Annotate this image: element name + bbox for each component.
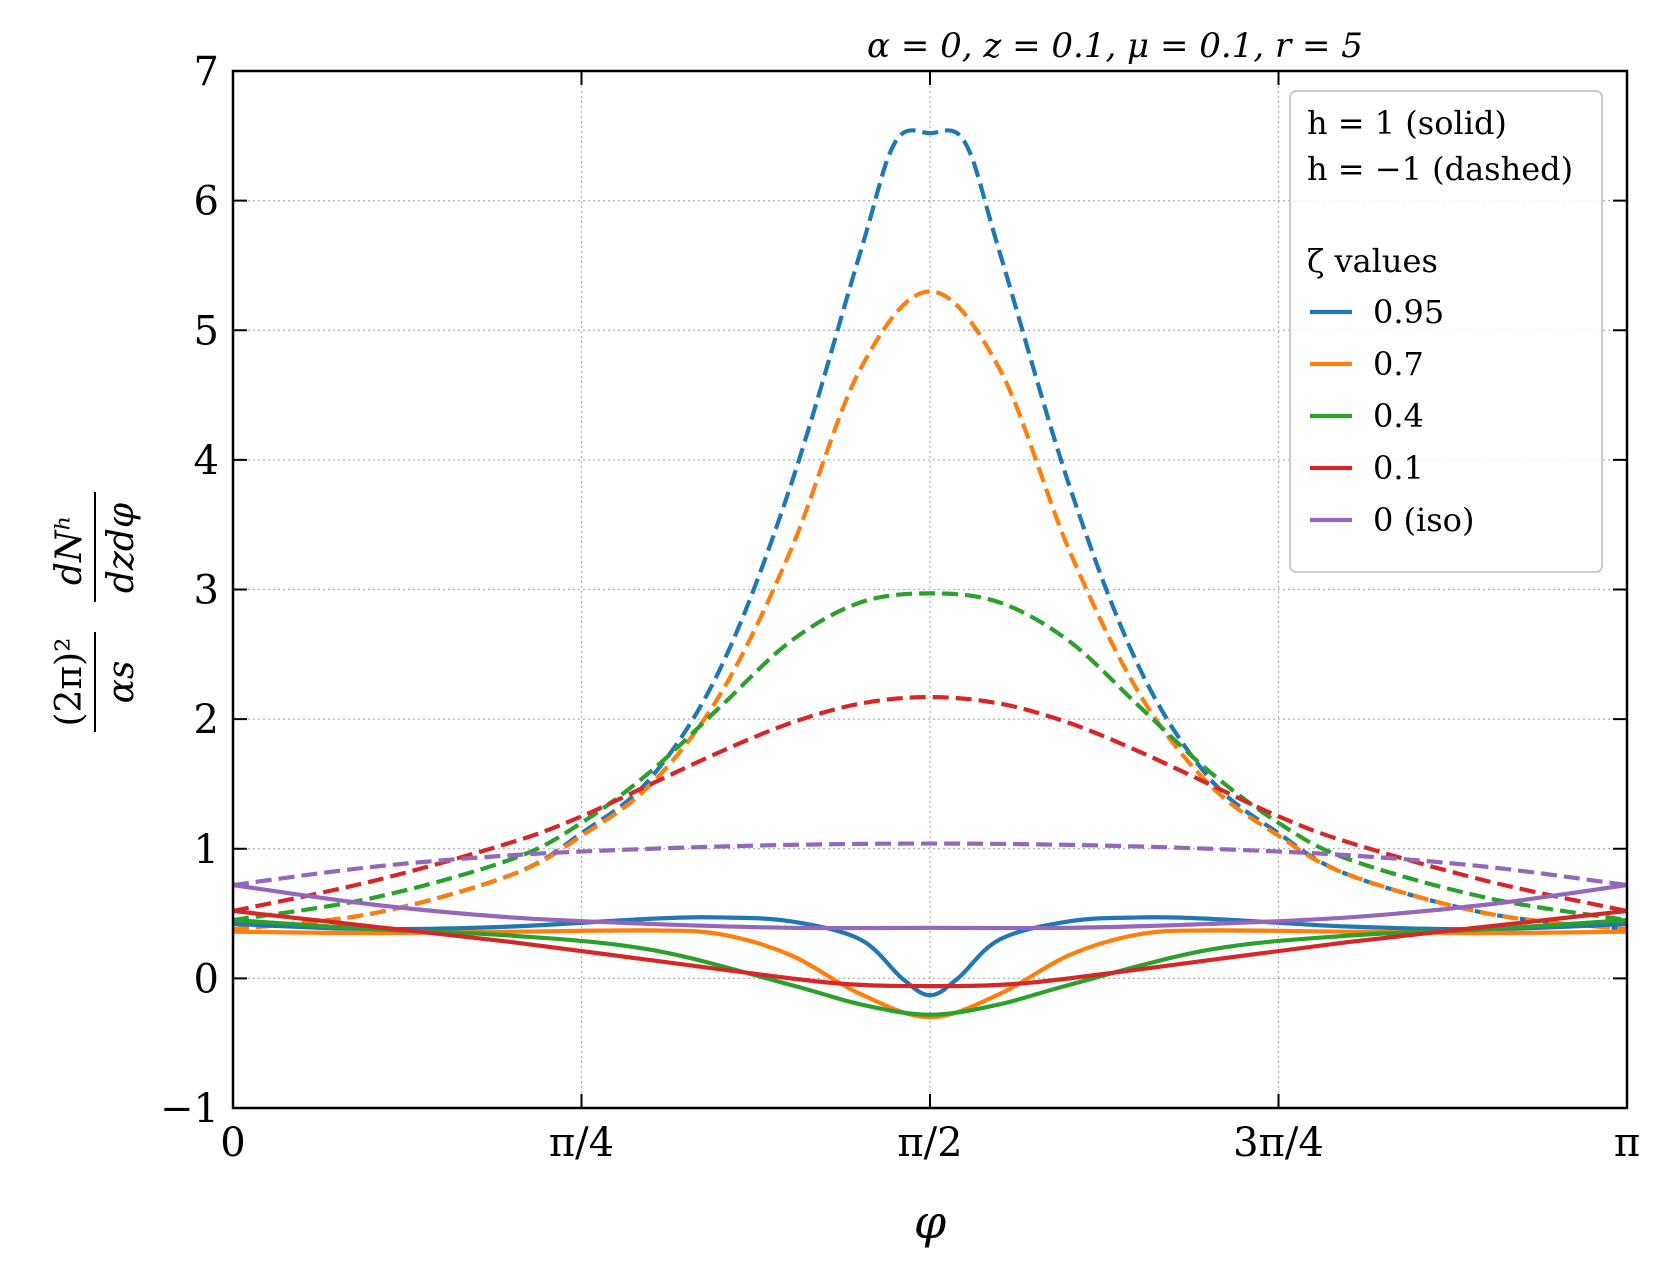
x-tick-label: π/4 — [549, 1120, 614, 1166]
series-line-solid-0-4 — [232, 917, 1628, 1017]
legend: h = 1 (solid) h = −1 (dashed) ζ values 0… — [1289, 90, 1603, 573]
y-tick-label: 6 — [194, 179, 219, 225]
y-label-frac-den: dzdφ — [101, 502, 142, 593]
x-tick-label: π — [1614, 1120, 1640, 1166]
y-tick-label: 7 — [194, 49, 219, 95]
legend-entries: 0.95 0.7 0.4 0.1 0 (iso) — [1310, 293, 1474, 539]
y-axis-label: (2π)² αs dNʰ dzdφ — [49, 492, 142, 732]
legend-box — [1289, 90, 1603, 573]
series-line-dashed-0-4 — [232, 591, 1628, 923]
legend-dashed-note: h = −1 (dashed) — [1307, 150, 1573, 188]
series-line-solid-0-1 — [232, 908, 1628, 989]
legend-heading: ζ values — [1307, 242, 1438, 280]
legend-solid-note: h = 1 (solid) — [1307, 104, 1507, 142]
chart-title: α = 0, z = 0.1, μ = 0.1, r = 5 — [867, 26, 1363, 66]
series-line-solid-0-95 — [232, 915, 1628, 998]
x-tick-label: π/2 — [897, 1120, 962, 1166]
series-line-solid-0-iso- — [232, 882, 1628, 931]
y-tick-label: 3 — [194, 568, 219, 614]
legend-label: 0.1 — [1373, 449, 1424, 487]
y-label-prefix-den: αs — [101, 661, 142, 704]
x-tick-label: 3π/4 — [1233, 1120, 1324, 1166]
y-tick-label: 2 — [194, 697, 219, 743]
series-line-dashed-0-95 — [232, 128, 1628, 932]
series-line-solid-0-7 — [232, 928, 1628, 1020]
series-line-dashed-0-1 — [232, 694, 1628, 914]
x-tick-label: 0 — [220, 1120, 245, 1166]
y-label-frac-num: dNʰ — [49, 515, 90, 585]
x-axis-label: φ — [914, 1195, 947, 1249]
y-label-prefix-num: (2π)² — [49, 637, 90, 726]
y-tick-label: 1 — [194, 827, 219, 873]
y-tick-label: 0 — [194, 956, 219, 1002]
legend-label: 0.7 — [1373, 345, 1424, 383]
y-tick-label: 5 — [194, 308, 219, 354]
y-tick-label: −1 — [160, 1086, 219, 1132]
y-tick-label: 4 — [194, 438, 219, 484]
legend-label: 0 (iso) — [1373, 501, 1474, 539]
ticks — [232, 70, 1629, 1109]
series-group — [232, 128, 1628, 1020]
legend-label: 0.4 — [1373, 397, 1424, 435]
series-line-dashed-0-iso- — [232, 841, 1628, 888]
legend-label: 0.95 — [1373, 293, 1444, 331]
series-line-dashed-0-7 — [232, 289, 1628, 932]
